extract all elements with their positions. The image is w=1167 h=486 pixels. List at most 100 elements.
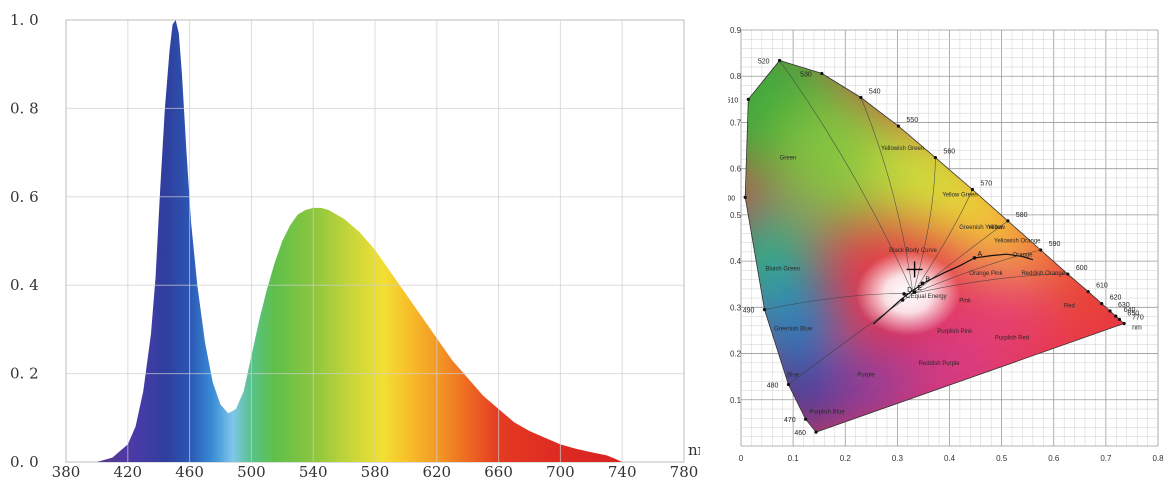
wavelength-label: 590 xyxy=(1049,241,1061,248)
region-label: Purplish Pink xyxy=(937,329,973,335)
reference-point-label: E xyxy=(918,285,923,292)
spectral-locus xyxy=(744,60,1125,433)
wavelength-label: 520 xyxy=(758,59,770,66)
locus-dot xyxy=(1114,314,1118,318)
y-tick-label: 0. 8 xyxy=(10,99,39,117)
region-boundary xyxy=(912,249,1041,294)
spectrum-area xyxy=(96,20,623,462)
cie-y-tick-label: 0.8 xyxy=(730,72,742,81)
cie-y-tick-label: 0.4 xyxy=(730,257,742,266)
x-tick-label: 700 xyxy=(546,463,575,481)
cie-chromaticity-diagram: 460 470 480 490 500 510 520 530 540 550 560 570 580 5… xyxy=(723,14,1167,482)
region-label: Orange xyxy=(1012,252,1033,258)
wavelength-label: 630 xyxy=(1118,302,1130,309)
wavelength-label: 560 xyxy=(943,149,955,156)
locus-dot xyxy=(777,58,782,63)
locus-dot xyxy=(814,430,818,434)
cie-x-tick-label: 0 xyxy=(739,454,744,463)
region-label: Black Body Curve xyxy=(889,248,937,254)
reference-point xyxy=(920,281,925,286)
region-label: Reddish Purple xyxy=(919,361,961,367)
locus-unit-label: nm xyxy=(1132,325,1142,332)
y-tick-label: 0. 2 xyxy=(10,365,39,383)
locus-dot xyxy=(1039,248,1043,252)
locus-dot xyxy=(1117,317,1122,321)
region-label: Greenish Blue xyxy=(774,326,813,332)
region-label: Yellow xyxy=(988,225,1006,231)
reference-point xyxy=(912,290,917,294)
reference-point-label: D xyxy=(907,287,912,294)
locus-dot xyxy=(786,382,791,387)
wavelength-label: 470 xyxy=(784,417,796,424)
locus-dot xyxy=(804,417,808,421)
x-tick-label: 460 xyxy=(175,463,204,481)
wavelength-label: 530 xyxy=(800,71,812,78)
x-tick-label: 740 xyxy=(608,463,637,481)
wavelength-label: 460 xyxy=(794,430,806,437)
locus-dot xyxy=(762,308,767,312)
y-tick-label: 1. 0 xyxy=(10,11,39,29)
x-tick-label: 420 xyxy=(113,463,142,481)
region-label: Greenish Yellow xyxy=(959,225,1003,231)
wavelength-label: 500 xyxy=(728,195,735,202)
cie-x-tick-label: 0.2 xyxy=(840,454,852,463)
region-label: Purplish Red xyxy=(995,336,1029,342)
wavelength-label: 490 xyxy=(743,308,755,315)
gamut-fill xyxy=(745,60,1125,433)
reference-point-label: C xyxy=(906,293,911,300)
cie-y-tick-label: 0.6 xyxy=(730,165,742,174)
region-label: Red xyxy=(1064,303,1075,309)
y-tick-label: 0. 0 xyxy=(10,453,39,471)
x-tick-label: 380 xyxy=(52,463,81,481)
x-tick-label: 580 xyxy=(361,463,390,481)
region-boundary xyxy=(764,293,914,310)
cie-y-tick-label: 0.7 xyxy=(730,118,742,127)
wavelength-label: 770 xyxy=(1132,315,1144,322)
region-boundary xyxy=(912,273,1068,294)
region-label: Yellowish Orange xyxy=(994,239,1041,245)
locus-dot xyxy=(820,71,824,76)
locus-dot xyxy=(746,97,750,101)
region-label: Purple xyxy=(857,373,875,379)
locus-dot xyxy=(1066,272,1070,276)
x-tick-label: 540 xyxy=(299,463,328,481)
wavelength-label: 550 xyxy=(906,117,918,124)
cie-y-tick-label: 0.5 xyxy=(730,211,742,220)
spectrum-svg: 380 420 460 500 540 580 620 660 700 740 780 0. 0 0. … xyxy=(10,11,712,481)
region-label: Green xyxy=(780,155,797,161)
cie-y-tick-label: 0.3 xyxy=(730,303,742,312)
cie-x-tick-label: 0.4 xyxy=(944,454,956,463)
cie-x-tick-label: 0.3 xyxy=(892,454,904,463)
locus-dot xyxy=(1100,302,1104,306)
locus-dot xyxy=(1122,321,1126,326)
region-label: Yellowish Green xyxy=(881,146,924,152)
wavelength-label: 580 xyxy=(1016,212,1028,219)
wavelength-label: 510 xyxy=(728,97,738,104)
cie-x-tick-label: 0.1 xyxy=(788,454,800,463)
wavelength-label: 480 xyxy=(767,383,779,390)
cie-y-tick-label: 0.2 xyxy=(730,350,742,359)
reference-point xyxy=(900,298,905,302)
reference-point xyxy=(902,292,906,296)
y-tick-label: 0. 6 xyxy=(10,188,39,206)
locus-dot xyxy=(859,95,863,100)
region-label: Equal Energy xyxy=(911,294,947,300)
reference-point-label: A xyxy=(978,251,983,258)
wavelength-label: 570 xyxy=(980,180,992,187)
locus-dot xyxy=(933,155,938,160)
region-label: Reddish Orange xyxy=(1021,271,1065,277)
x-tick-label: 500 xyxy=(237,463,266,481)
planckian-curve xyxy=(873,253,1034,325)
reference-point-label: B xyxy=(925,276,930,283)
wavelength-label: 540 xyxy=(869,88,881,95)
region-label: Purplish Blue xyxy=(809,410,845,416)
x-tick-label: 620 xyxy=(422,463,451,481)
x-tick-label: 780 xyxy=(670,463,699,481)
cie-x-tick-label: 0.6 xyxy=(1048,454,1060,463)
region-boundary xyxy=(779,60,914,294)
locus-dot xyxy=(1086,290,1090,294)
region-label: Bluish Green xyxy=(765,266,800,272)
region-label: Blue xyxy=(787,373,800,379)
cie-x-tick-label: 0.8 xyxy=(1152,454,1164,463)
x-axis-label: nm xyxy=(688,441,700,459)
